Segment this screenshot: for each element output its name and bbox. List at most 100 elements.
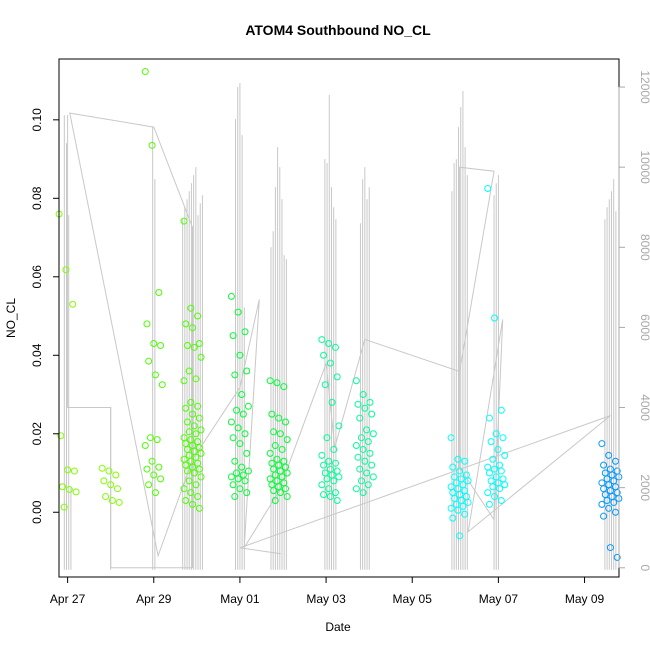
- data-point: [182, 461, 190, 469]
- x-tick-label: May 07: [479, 592, 519, 606]
- data-point: [197, 353, 205, 361]
- data-point: [100, 477, 108, 485]
- data-point: [273, 379, 281, 387]
- data-point: [189, 324, 197, 332]
- data-point: [151, 489, 159, 497]
- data-point: [359, 489, 367, 497]
- data-point: [115, 498, 123, 506]
- data-point: [606, 487, 614, 495]
- data-point: [180, 455, 188, 463]
- data-point: [234, 308, 242, 316]
- data-point: [229, 481, 237, 489]
- data-point: [600, 512, 608, 520]
- data-point: [369, 430, 377, 438]
- y-axis-label: NO_CL: [4, 298, 18, 338]
- data-point: [333, 467, 341, 475]
- data-point: [70, 467, 78, 475]
- data-point: [361, 404, 369, 412]
- data-point: [333, 496, 341, 504]
- data-point: [356, 465, 364, 473]
- data-point: [197, 473, 205, 481]
- data-point: [484, 489, 492, 497]
- x-tick-label: Apr 29: [136, 592, 172, 606]
- data-point: [485, 500, 493, 508]
- data-point: [190, 469, 198, 477]
- data-point: [359, 391, 367, 399]
- data-point: [447, 483, 455, 491]
- data-point: [65, 485, 73, 493]
- data-point: [363, 469, 371, 477]
- data-point: [449, 489, 457, 497]
- data-point: [155, 463, 163, 471]
- y-tick-label: 0.00: [30, 500, 44, 524]
- data-point: [183, 341, 191, 349]
- data-point: [231, 371, 239, 379]
- data-point: [368, 410, 376, 418]
- data-point: [180, 377, 188, 385]
- data-point: [461, 457, 469, 465]
- data-point: [59, 483, 67, 491]
- data-point: [364, 481, 372, 489]
- data-point: [352, 442, 360, 450]
- data-point: [233, 406, 241, 414]
- data-point: [449, 463, 457, 471]
- data-point: [281, 418, 289, 426]
- data-point: [194, 312, 202, 320]
- data-point: [143, 320, 151, 328]
- data-point: [192, 481, 200, 489]
- data-point: [180, 434, 188, 442]
- data-point: [155, 288, 163, 296]
- data-point: [357, 477, 365, 485]
- data-point: [187, 304, 195, 312]
- data-point: [489, 455, 497, 463]
- y2-tick-label: 6000: [638, 314, 650, 341]
- data-point: [605, 451, 613, 459]
- data-point: [331, 343, 339, 351]
- y-tick-label: 0.10: [30, 108, 44, 132]
- data-point: [231, 457, 239, 465]
- x-axis: Apr 27 Apr 29 May 01 May 03 May 05 May 07 May …: [50, 576, 605, 606]
- y-tick-label: 0.04: [30, 343, 44, 367]
- data-point: [105, 467, 113, 475]
- data-point: [318, 481, 326, 489]
- data-point: [491, 493, 499, 501]
- data-point: [233, 469, 241, 477]
- data-point: [335, 422, 343, 430]
- data-point: [364, 438, 372, 446]
- secondary-y-axis: 0 2000 4000 6000 8000 10000 12000: [618, 70, 650, 571]
- data-point: [325, 340, 333, 348]
- data-point: [487, 477, 495, 485]
- data-point: [611, 508, 619, 516]
- x-tick-label: May 05: [393, 592, 433, 606]
- data-point: [497, 406, 505, 414]
- data-point: [606, 544, 614, 552]
- data-point: [69, 300, 77, 308]
- data-point: [611, 457, 619, 465]
- data-point: [268, 410, 276, 418]
- y2-tick-label: 4000: [638, 394, 650, 421]
- data-point: [113, 485, 121, 493]
- data-point: [182, 440, 190, 448]
- data-point: [187, 489, 195, 497]
- data-point: [283, 469, 291, 477]
- data-point: [227, 292, 235, 300]
- data-point: [60, 503, 68, 511]
- data-point: [366, 398, 374, 406]
- data-point: [501, 481, 509, 489]
- data-point: [326, 465, 334, 473]
- data-point: [331, 489, 339, 497]
- data-point: [464, 477, 472, 485]
- data-point: [281, 485, 289, 493]
- data-point: [368, 461, 376, 469]
- data-point: [603, 496, 611, 504]
- data-point: [143, 465, 151, 473]
- data-point: [244, 402, 252, 410]
- data-point: [275, 414, 283, 422]
- data-point: [190, 422, 198, 430]
- data-point: [107, 481, 115, 489]
- y-tick-label: 0.08: [30, 186, 44, 210]
- data-point: [464, 498, 472, 506]
- data-point: [369, 473, 377, 481]
- data-point: [331, 459, 339, 467]
